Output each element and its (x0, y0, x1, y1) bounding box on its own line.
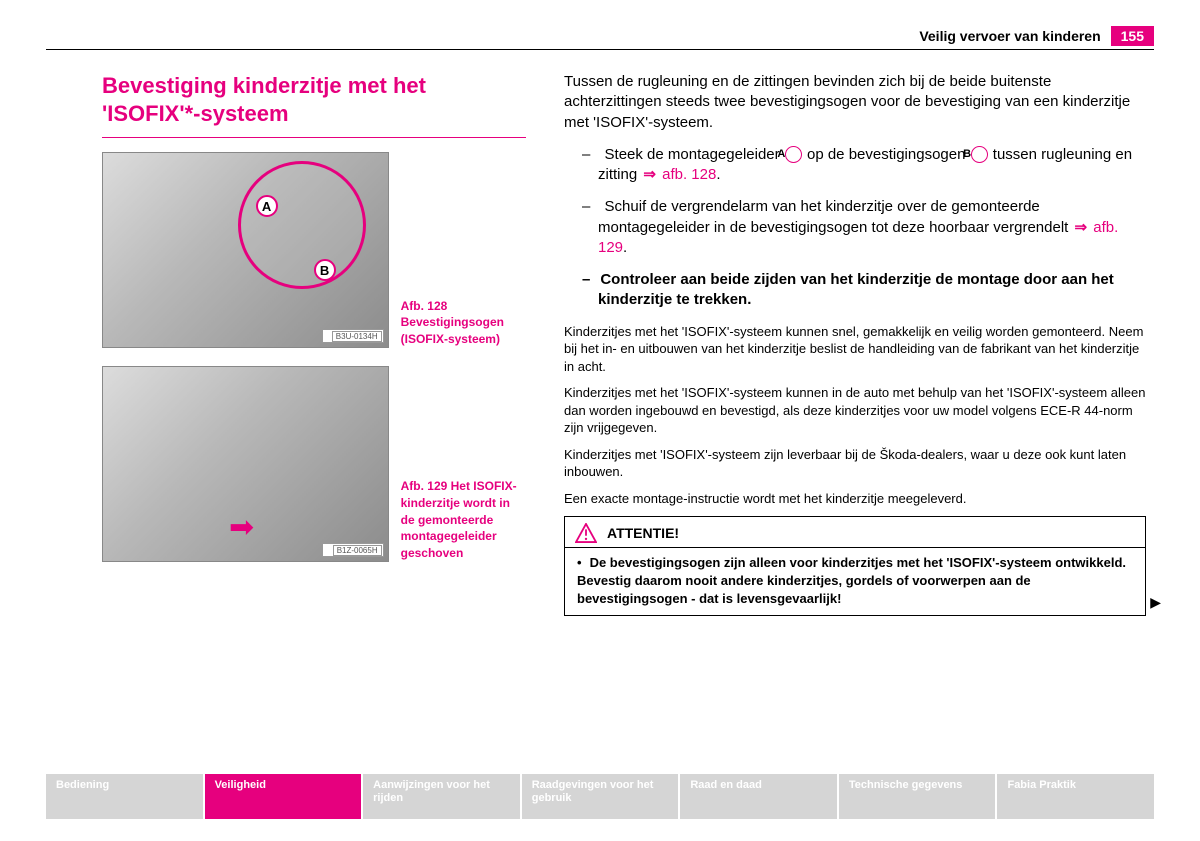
tab-fabia-praktik[interactable]: Fabia Praktik (997, 774, 1154, 819)
figure-129-caption: Afb. 129 Het ISOFIX-kinderzitje wordt in… (401, 478, 526, 562)
left-column: Bevestiging kinderzitje met het 'ISOFIX'… (46, 72, 526, 841)
step-1-text-a: Steek de montagegeleider (605, 146, 784, 163)
step-1: Steek de montagegeleider A op de bevesti… (564, 145, 1146, 186)
warning-text: De bevestigingsogen zijn alleen voor kin… (577, 555, 1126, 605)
step-3: Controleer aan beide zijden van het kind… (564, 270, 1146, 311)
figure-129-row: ➡ B1Z-0065H Afb. 129 Het ISOFIX-kinderzi… (102, 366, 526, 562)
figure-129-code: B1Z-0065H (333, 545, 382, 556)
tab-veiligheid[interactable]: Veiligheid (205, 774, 362, 819)
warning-body: De bevestigingsogen zijn alleen voor kin… (565, 548, 1145, 615)
inline-label-a: A (785, 146, 802, 163)
tab-raadgevingen[interactable]: Raadgevingen voor het gebruik (522, 774, 679, 819)
paragraph-4: Een exacte montage-instructie wordt met … (564, 490, 1146, 508)
arrow-icon: ➡ (229, 510, 254, 545)
manual-page: Veilig vervoer van kinderen 155 Bevestig… (0, 0, 1200, 841)
warning-triangle-icon (575, 523, 597, 543)
paragraph-1: Kinderzitjes met het 'ISOFIX'-systeem ku… (564, 323, 1146, 376)
figure-129-image: ➡ B1Z-0065H (102, 366, 389, 562)
continue-arrow-icon: ▶ (1150, 594, 1161, 611)
warning-header: ATTENTIE! (565, 517, 1145, 548)
tab-aanwijzingen[interactable]: Aanwijzingen voor het rijden (363, 774, 520, 819)
content-area: Bevestiging kinderzitje met het 'ISOFIX'… (46, 72, 1154, 841)
step-2-text: Schuif de vergrendelarm van het kinderzi… (598, 198, 1073, 235)
figure-128-row: A B B3U-0134H Afb. 128 Bevestigings­ogen… (102, 152, 526, 348)
tab-raad-en-daad[interactable]: Raad en daad (680, 774, 837, 819)
figure-128-caption: Afb. 128 Bevestigings­ogen (ISOFIX-syste… (401, 298, 526, 348)
figure-128-code: B3U-0134H (332, 331, 382, 342)
figure-detail-circle (238, 161, 366, 289)
warning-title: ATTENTIE! (607, 525, 679, 541)
step-2: Schuif de vergrendelarm van het kinderzi… (564, 197, 1146, 258)
page-header: Veilig vervoer van kinderen 155 (46, 26, 1154, 50)
page-number: 155 (1111, 26, 1154, 46)
inline-label-b: B (971, 146, 988, 163)
section-title: Bevestiging kinderzitje met het 'ISOFIX'… (102, 72, 526, 138)
header-title: Veilig vervoer van kinderen (919, 28, 1100, 44)
figure-callout-a: A (256, 195, 278, 217)
tab-bediening[interactable]: Bediening (46, 774, 203, 819)
ref-arrow-icon: ⇒ (643, 166, 656, 183)
warning-box: ATTENTIE! De bevestigingsogen zijn allee… (564, 516, 1146, 616)
paragraph-3: Kinderzitjes met 'ISOFIX'-systeem zijn l… (564, 446, 1146, 481)
ref-arrow-icon: ⇒ (1075, 219, 1088, 236)
step-1-ref: afb. 128 (662, 166, 716, 183)
tab-technische[interactable]: Technische gegevens (839, 774, 996, 819)
figure-callout-b: B (314, 259, 336, 281)
footer-tabs: Bediening Veiligheid Aanwijzingen voor h… (46, 774, 1154, 819)
paragraph-2: Kinderzitjes met het 'ISOFIX'-systeem ku… (564, 384, 1146, 437)
step-1-text-b: op de bevestigingsogen (807, 146, 970, 163)
right-column: Tussen de rugleuning en de zittingen bev… (564, 72, 1154, 841)
figure-128-image: A B B3U-0134H (102, 152, 389, 348)
intro-paragraph: Tussen de rugleuning en de zittingen bev… (564, 72, 1146, 133)
